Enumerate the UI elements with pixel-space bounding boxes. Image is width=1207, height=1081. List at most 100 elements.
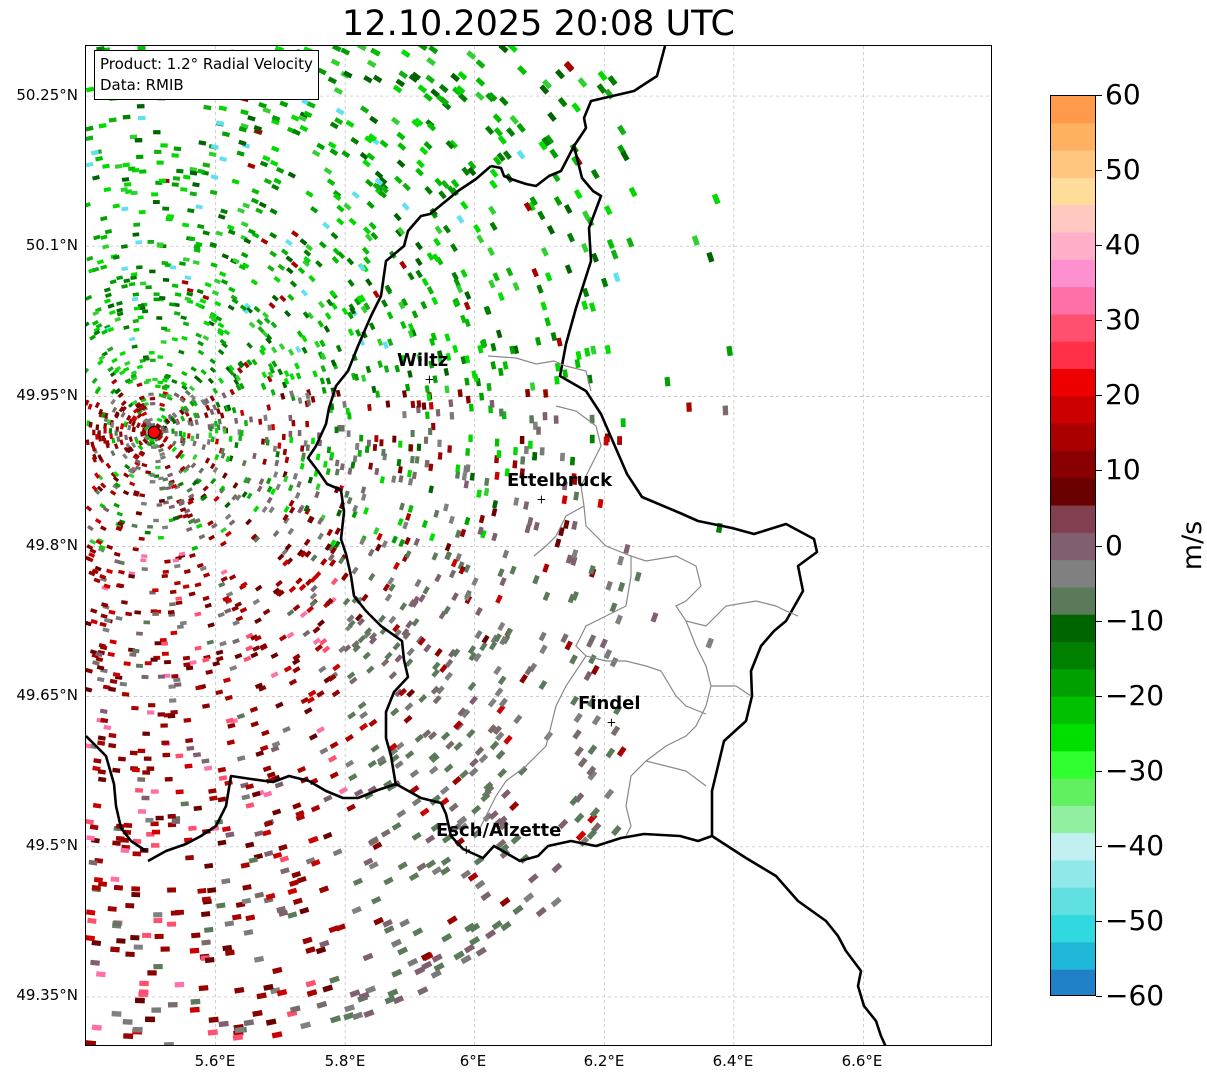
radar-echo-cell bbox=[388, 615, 397, 625]
radar-echo-cell bbox=[268, 301, 276, 310]
radar-echo-cell bbox=[131, 767, 140, 773]
radar-echo-cell bbox=[253, 535, 261, 543]
radar-echo-cell bbox=[613, 272, 621, 283]
radar-echo-cell bbox=[541, 136, 551, 147]
colorbar-segment bbox=[1051, 751, 1095, 780]
lat-tick: 49.5°N bbox=[25, 836, 78, 854]
radar-echo-cell bbox=[375, 390, 381, 398]
radar-echo-cell bbox=[425, 74, 436, 84]
radar-echo-cell bbox=[356, 295, 364, 304]
colorbar-segment bbox=[1051, 915, 1095, 943]
radar-echo-cell bbox=[706, 251, 715, 263]
radar-echo-cell bbox=[129, 481, 136, 487]
radar-echo-cell bbox=[220, 208, 228, 215]
radar-echo-cell bbox=[446, 915, 458, 925]
radar-echo-cell bbox=[349, 989, 361, 998]
radar-echo-cell bbox=[359, 710, 369, 720]
radar-echo-cell bbox=[154, 641, 162, 646]
radar-echo-cell bbox=[443, 605, 451, 615]
radar-echo-cell bbox=[159, 425, 165, 432]
radar-echo-cell bbox=[167, 481, 175, 487]
radar-echo-cell bbox=[219, 412, 225, 419]
radar-echo-cell bbox=[487, 246, 495, 257]
radar-echo-cell bbox=[616, 746, 627, 758]
radar-echo-cell bbox=[278, 909, 289, 917]
radar-echo-cell bbox=[547, 111, 557, 122]
radar-echo-cell bbox=[509, 801, 520, 812]
radar-echo-cell bbox=[346, 803, 356, 812]
radar-map[interactable]: + + + + bbox=[85, 45, 992, 1046]
radar-echo-cell bbox=[364, 233, 373, 242]
radar-echo-cell bbox=[437, 439, 442, 448]
radar-echo-cell bbox=[404, 536, 411, 546]
radar-echo-cell bbox=[100, 613, 108, 619]
radar-echo-cell bbox=[539, 447, 545, 456]
radar-echo-cell bbox=[91, 445, 97, 452]
radar-echo-cell bbox=[106, 419, 111, 426]
radar-echo-cell bbox=[332, 848, 343, 857]
radar-echo-cell bbox=[599, 638, 608, 649]
radar-echo-cell bbox=[207, 520, 214, 527]
radar-echo-cell bbox=[588, 654, 597, 665]
radar-echo-cell bbox=[239, 409, 245, 417]
radar-echo-cell bbox=[287, 911, 298, 919]
radar-echo-cell bbox=[182, 321, 190, 327]
radar-echo-cell bbox=[527, 201, 536, 212]
radar-echo-cell bbox=[210, 174, 219, 180]
radar-echo-cell bbox=[219, 540, 227, 547]
radar-echo-cell bbox=[145, 434, 151, 440]
radar-echo-cell bbox=[143, 357, 150, 361]
radar-echo-cell bbox=[86, 294, 93, 301]
radar-echo-cell bbox=[484, 784, 495, 795]
radar-echo-cell bbox=[542, 389, 549, 398]
radar-echo-cell bbox=[368, 836, 379, 845]
radar-echo-cell bbox=[107, 906, 117, 912]
radar-echo-cell bbox=[436, 685, 445, 695]
radar-echo-cell bbox=[208, 1016, 219, 1023]
radar-echo-cell bbox=[571, 102, 582, 113]
radar-echo-cell bbox=[111, 378, 118, 385]
radar-echo-cell bbox=[458, 565, 466, 575]
radar-echo-cell bbox=[184, 275, 192, 281]
radar-echo-cell bbox=[203, 926, 214, 933]
radar-echo-cell bbox=[175, 753, 184, 759]
radar-echo-cell bbox=[307, 689, 317, 698]
radar-echo-cell bbox=[114, 430, 118, 436]
radar-echo-cell bbox=[259, 348, 266, 356]
radar-echo-cell bbox=[516, 122, 526, 133]
radar-echo-cell bbox=[360, 305, 368, 314]
radar-echo-cell bbox=[197, 888, 207, 894]
radar-echo-cell bbox=[207, 622, 215, 628]
radar-echo-cell bbox=[351, 1011, 364, 1021]
radar-echo-cell bbox=[139, 980, 149, 987]
radar-echo-cell bbox=[347, 328, 355, 337]
radar-echo-cell bbox=[148, 351, 155, 355]
radar-echo-cell bbox=[411, 599, 419, 608]
radar-echo-cell bbox=[369, 115, 379, 125]
radar-echo-cell bbox=[262, 311, 270, 319]
radar-echo-cell bbox=[320, 352, 327, 361]
radar-echo-cell bbox=[564, 264, 573, 274]
radar-echo-cell bbox=[544, 272, 553, 282]
radar-echo-cell bbox=[342, 400, 347, 408]
radar-echo-cell bbox=[555, 68, 566, 80]
radar-echo-cell bbox=[238, 139, 247, 146]
radar-echo-cell bbox=[123, 822, 133, 828]
radar-echo-cell bbox=[189, 517, 196, 524]
radar-echo-cell bbox=[225, 717, 234, 724]
radar-echo-cell bbox=[97, 776, 107, 783]
radar-echo-cell bbox=[430, 822, 441, 832]
radar-echo-cell bbox=[135, 997, 145, 1004]
colorbar-segment bbox=[1051, 969, 1095, 995]
radar-echo-cell bbox=[193, 375, 201, 382]
radar-echo-cell bbox=[491, 532, 498, 542]
radar-echo-cell bbox=[214, 420, 219, 427]
radar-echo-cell bbox=[334, 459, 340, 467]
radar-echo-cell bbox=[316, 1000, 328, 1009]
radar-echo-cell bbox=[423, 141, 433, 151]
radar-echo-cell bbox=[240, 221, 249, 228]
radar-echo-cell bbox=[160, 340, 167, 344]
radar-echo-cell bbox=[452, 344, 459, 354]
radar-echo-cell bbox=[207, 1029, 218, 1036]
radar-echo-cell bbox=[569, 795, 580, 806]
